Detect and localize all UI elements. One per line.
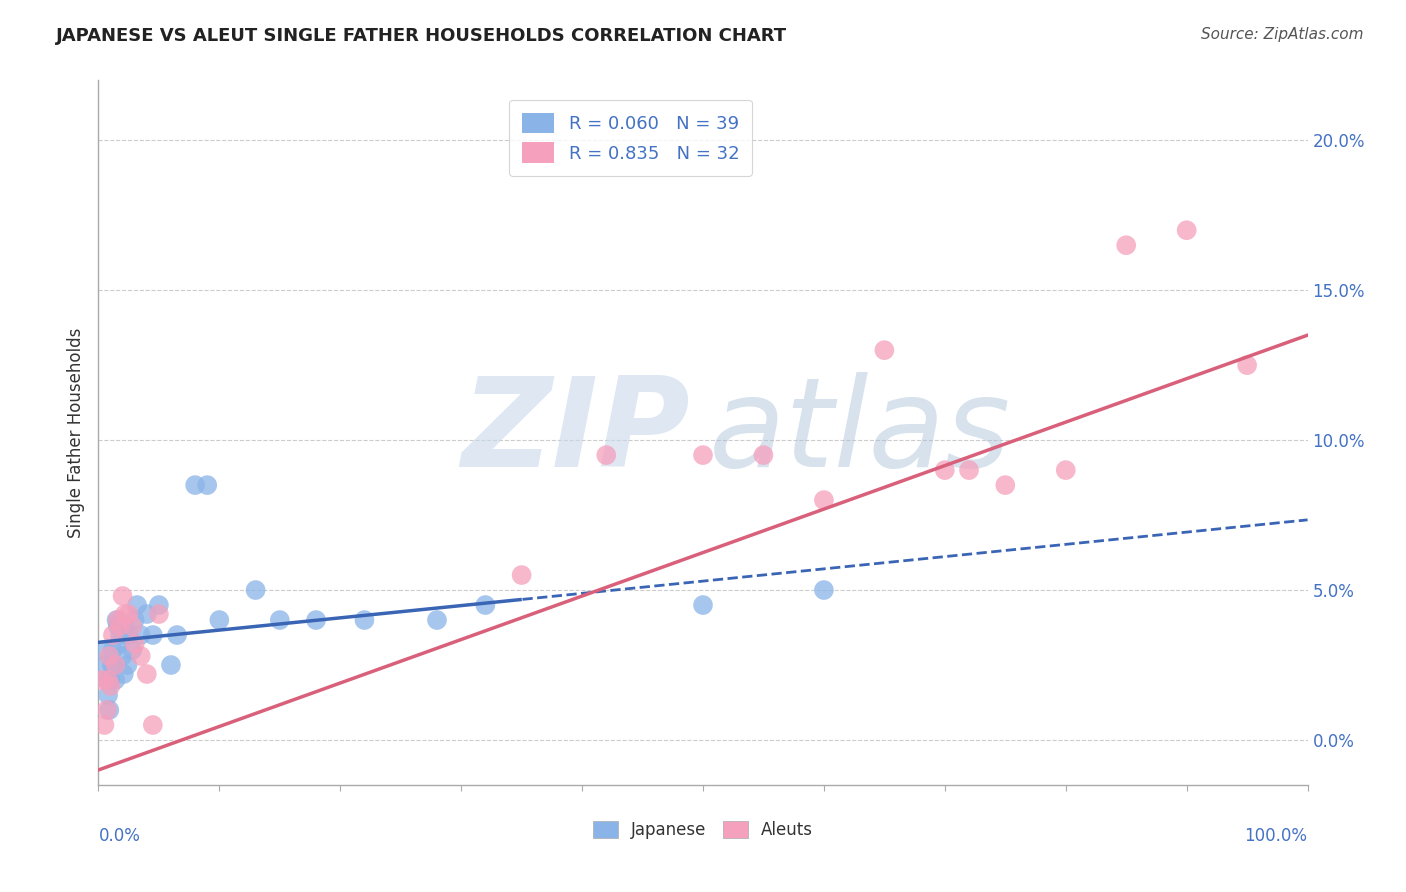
Text: ZIP: ZIP [461, 372, 690, 493]
Point [100, 673, 122, 687]
Point [934, 463, 956, 477]
Point [1236, 358, 1258, 372]
Point [269, 613, 291, 627]
Point [98, 648, 121, 663]
Point [129, 628, 152, 642]
Y-axis label: Single Father Households: Single Father Households [66, 327, 84, 538]
Point [957, 463, 980, 477]
Point [129, 648, 152, 663]
Point [160, 658, 183, 673]
Point [101, 643, 124, 657]
Point [148, 607, 170, 621]
Point [1054, 463, 1077, 477]
Point [510, 568, 533, 582]
Point [100, 658, 122, 673]
Text: 100.0%: 100.0% [1244, 827, 1308, 846]
Point [305, 613, 328, 627]
Point [101, 628, 124, 642]
Point [752, 448, 775, 462]
Point [91, 673, 114, 687]
Point [112, 667, 135, 681]
Point [103, 658, 125, 673]
Point [97, 673, 120, 687]
Point [97, 688, 120, 702]
Point [813, 493, 835, 508]
Point [111, 589, 134, 603]
Point [166, 628, 188, 642]
Point [91, 643, 114, 657]
Point [142, 718, 165, 732]
Point [208, 613, 231, 627]
Point [142, 628, 165, 642]
Point [692, 598, 714, 612]
Point [1115, 238, 1137, 252]
Point [104, 673, 127, 687]
Point [93, 718, 115, 732]
Point [96, 673, 118, 687]
Point [121, 643, 143, 657]
Point [124, 613, 146, 627]
Point [121, 619, 143, 633]
Point [105, 613, 128, 627]
Point [873, 343, 896, 358]
Point [135, 607, 157, 621]
Text: JAPANESE VS ALEUT SINGLE FATHER HOUSEHOLDS CORRELATION CHART: JAPANESE VS ALEUT SINGLE FATHER HOUSEHOL… [56, 27, 787, 45]
Point [108, 619, 131, 633]
Point [107, 619, 129, 633]
Point [353, 613, 375, 627]
Point [813, 582, 835, 597]
Point [474, 598, 496, 612]
Text: 0.0%: 0.0% [98, 827, 141, 846]
Text: atlas: atlas [709, 372, 1011, 493]
Point [118, 628, 141, 642]
Point [94, 658, 117, 673]
Point [135, 667, 157, 681]
Point [124, 637, 146, 651]
Point [127, 598, 149, 612]
Point [96, 703, 118, 717]
Point [692, 448, 714, 462]
Point [108, 637, 131, 651]
Point [426, 613, 449, 627]
Legend: Japanese, Aleuts: Japanese, Aleuts [585, 813, 821, 847]
Point [100, 679, 122, 693]
Point [245, 582, 267, 597]
Point [104, 658, 127, 673]
Point [111, 648, 134, 663]
Point [1175, 223, 1198, 237]
Point [118, 607, 141, 621]
Point [107, 613, 129, 627]
Point [148, 598, 170, 612]
Point [595, 448, 617, 462]
Point [108, 628, 131, 642]
Point [994, 478, 1017, 492]
Point [114, 607, 136, 621]
Text: Source: ZipAtlas.com: Source: ZipAtlas.com [1201, 27, 1364, 42]
Point [184, 478, 207, 492]
Point [114, 619, 136, 633]
Point [98, 703, 121, 717]
Point [195, 478, 218, 492]
Point [117, 658, 139, 673]
